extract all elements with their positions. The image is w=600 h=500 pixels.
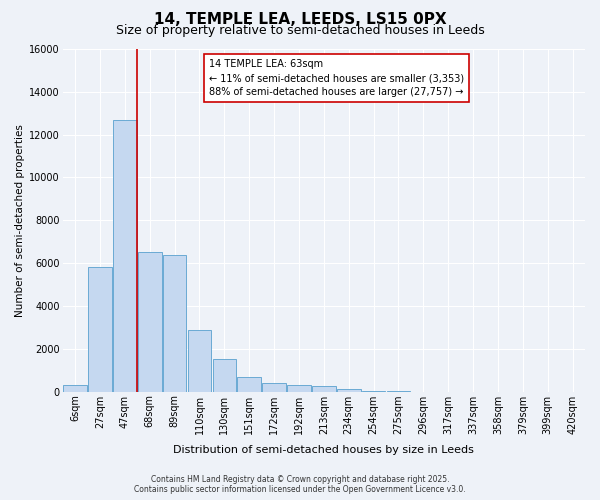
Bar <box>163 254 187 392</box>
Text: Size of property relative to semi-detached houses in Leeds: Size of property relative to semi-detach… <box>116 24 484 37</box>
Y-axis label: Number of semi-detached properties: Number of semi-detached properties <box>15 124 25 316</box>
Bar <box>312 386 335 392</box>
Text: 14, TEMPLE LEA, LEEDS, LS15 0PX: 14, TEMPLE LEA, LEEDS, LS15 0PX <box>154 12 446 28</box>
Bar <box>238 376 261 392</box>
Bar <box>212 360 236 392</box>
Bar <box>88 268 112 392</box>
Bar <box>64 385 87 392</box>
Bar <box>138 252 161 392</box>
Bar <box>337 390 361 392</box>
Bar <box>287 385 311 392</box>
Bar <box>188 330 211 392</box>
Text: Contains HM Land Registry data © Crown copyright and database right 2025.
Contai: Contains HM Land Registry data © Crown c… <box>134 474 466 494</box>
Bar <box>113 120 137 392</box>
Bar <box>362 390 385 392</box>
Text: 14 TEMPLE LEA: 63sqm
← 11% of semi-detached houses are smaller (3,353)
88% of se: 14 TEMPLE LEA: 63sqm ← 11% of semi-detac… <box>209 60 464 98</box>
Bar <box>262 383 286 392</box>
X-axis label: Distribution of semi-detached houses by size in Leeds: Distribution of semi-detached houses by … <box>173 445 474 455</box>
